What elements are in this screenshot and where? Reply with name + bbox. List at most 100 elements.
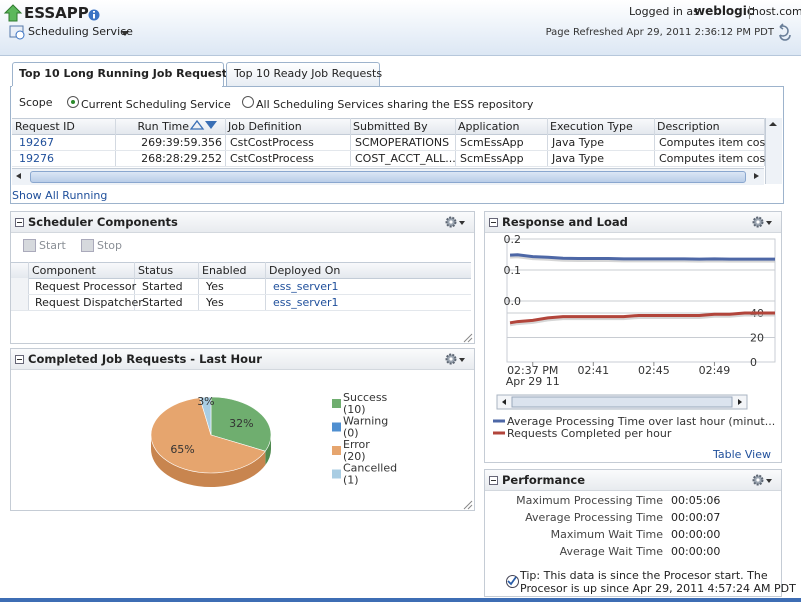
cell: CstCostProcess [230,152,314,165]
column-divider [28,262,29,310]
home-icon[interactable] [3,4,23,22]
tab-underline [12,86,222,88]
column-divider [265,262,266,310]
scroll-thumb[interactable] [30,171,746,183]
server-link[interactable]: ess_server1 [273,296,339,309]
bottom-bar [0,598,801,602]
sort-asc[interactable] [190,119,205,130]
metric-label: Maximum Wait Time [550,528,663,541]
toolbar-button[interactable]: Start [39,239,66,252]
cell: Started [142,296,183,309]
collapse-minus [17,222,22,223]
column-header[interactable]: Run Time [137,120,189,133]
user-name[interactable]: weblogic [694,4,754,18]
button-icon[interactable] [81,239,94,252]
column-divider [654,118,655,166]
collapse-minus [491,222,496,223]
header-icons [3,4,791,41]
tip-text: Procesor is up since Apr 29, 2011 4:57:2… [520,582,796,595]
cell: Yes [206,296,224,309]
tab[interactable] [12,62,224,88]
collapse-icon[interactable] [489,476,498,485]
column-header[interactable]: Status [138,264,174,277]
cell: ScmEssApp [460,152,524,165]
gear-menu[interactable] [752,473,776,487]
column-divider [134,262,135,310]
column-header[interactable]: Request ID [15,120,75,133]
tip-icon [506,575,519,588]
column-header[interactable]: Job Definition [228,120,302,133]
cell: 269:39:59.356 [141,136,222,149]
collapse-icon[interactable] [489,218,498,227]
column-header[interactable]: Execution Type [550,120,633,133]
panel-header [11,349,474,370]
cell: Started [142,280,183,293]
collapse-minus [491,480,496,481]
cell: COST_ACCT_ALL... [355,152,456,165]
metric-label: Maximum Processing Time [516,494,663,507]
panel-title: Performance [502,473,586,487]
column-divider [225,118,226,166]
row-selector [11,294,28,310]
row-selector [11,278,28,294]
tab[interactable] [226,62,380,87]
radio-dot [71,100,75,104]
tab-label[interactable]: Top 10 Ready Job Requests [234,67,383,80]
column-divider [115,118,116,166]
cell: Request Dispatcher [35,296,143,309]
column-divider [198,262,199,310]
toolbar-button[interactable]: Stop [97,239,123,252]
collapse-icon[interactable] [15,218,24,227]
gear-hole [449,357,453,361]
request-link[interactable]: 19267 [19,136,54,149]
column-header[interactable]: Submitted By [353,120,428,133]
table-row[interactable] [11,278,471,295]
metric-value: 00:05:06 [671,494,721,507]
gear-arrow [766,221,772,225]
radio-button[interactable] [67,96,79,108]
refresh-icon[interactable] [779,23,791,41]
table-row [12,150,764,167]
column-header[interactable]: Deployed On [269,264,341,277]
table-view-link[interactable]: Table View [712,448,771,461]
metric-label: Average Wait Time [559,545,663,558]
server-link[interactable]: ess_server1 [273,280,339,293]
column-header[interactable]: Description [657,120,720,133]
sort-icons[interactable] [190,119,220,131]
gear-menu[interactable] [445,352,469,366]
menu-arrow[interactable] [121,31,129,36]
column-header[interactable]: Component [32,264,96,277]
metric-value: 00:00:07 [671,511,721,524]
sort-desc[interactable] [205,121,217,129]
table-vscroll [765,118,782,184]
cell: SCMOPERATIONS [355,136,450,149]
logged-in-label: Logged in as [629,5,699,18]
cell: ScmEssApp [460,136,524,149]
service-clock [15,30,25,40]
info-dot [93,11,95,13]
gear-menu[interactable] [752,215,776,229]
cell: Computes item cos... [659,136,776,149]
gear-hole [449,220,453,224]
column-header[interactable]: Enabled [202,264,247,277]
radio-label[interactable]: All Scheduling Services sharing the ESS … [256,98,534,111]
header-bar [0,0,801,56]
radio-button[interactable] [242,96,254,108]
cell: CstCostProcess [230,136,314,149]
tab-label[interactable]: Top 10 Long Running Job Requests [19,67,234,80]
gear-menu[interactable] [445,215,469,229]
gear-hole [756,220,760,224]
metric-value: 00:00:00 [671,545,721,558]
button-icon[interactable] [23,239,36,252]
table-header-row [11,262,471,279]
panel [10,348,475,511]
radio-label[interactable]: Current Scheduling Service [81,98,231,111]
table-row[interactable] [11,294,471,311]
column-divider [764,118,765,166]
column-header[interactable]: Application [458,120,520,133]
show-all-link[interactable]: Show All Running [12,189,108,202]
request-link[interactable]: 19276 [19,152,54,165]
scroll-left[interactable] [14,171,26,181]
service-menu[interactable]: Scheduling Service [28,25,133,38]
collapse-icon[interactable] [15,355,24,364]
